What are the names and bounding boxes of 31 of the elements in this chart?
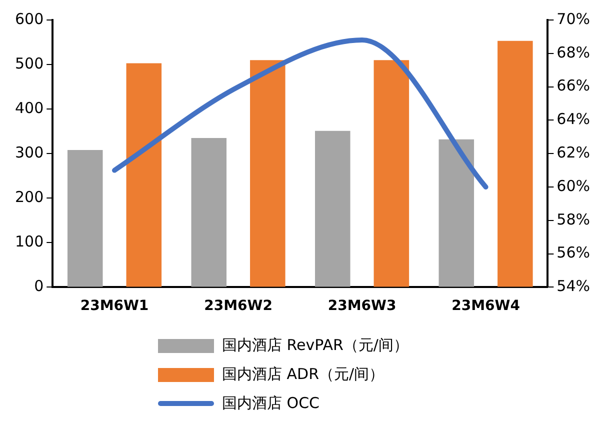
y2-tick-label: 60% [556,176,590,195]
y2-tick-label: 56% [556,244,590,262]
y2-tick-label: 54% [556,277,590,296]
x-tick-label: 23M6W3 [328,298,396,314]
bar [191,138,227,287]
bar [314,130,350,287]
legend-label: 国内酒店 RevPAR（元/间） [222,336,408,355]
x-tick-label: 23M6W4 [452,298,520,314]
y2-tick-label: 64% [556,110,590,128]
bar [126,63,162,287]
y2-tick-label: 68% [556,43,590,62]
y-tick-label: 300 [14,143,44,162]
y2-tick-label: 70% [556,10,590,28]
y-tick-label: 0 [34,277,44,296]
bar [250,60,286,287]
bar [374,60,410,287]
bar [498,40,533,287]
y-tick-label: 200 [14,188,44,206]
x-tick-label: 23M6W2 [204,298,272,314]
y-tick-label: 100 [14,232,44,251]
legend-label: 国内酒店 ADR（元/间） [222,365,384,384]
y-tick-label: 400 [14,98,44,117]
y-tick-label: 500 [14,54,44,72]
bar [67,150,103,287]
y2-tick-label: 62% [556,143,590,162]
legend-label: 国内酒店 OCC [222,394,320,413]
y2-tick-label: 58% [556,210,590,228]
bar [438,139,474,287]
y2-tick-label: 66% [556,76,590,95]
x-tick-label: 23M6W1 [80,298,149,314]
y-tick-label: 600 [14,10,44,28]
